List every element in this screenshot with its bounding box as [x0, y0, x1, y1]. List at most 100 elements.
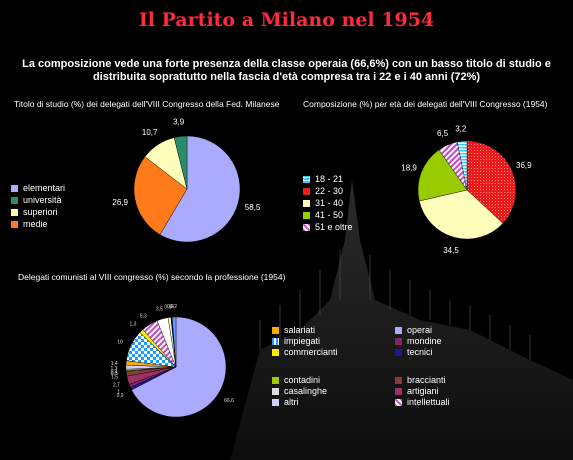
- slice-label-misc3: 0,4: [167, 304, 174, 310]
- slice-label-operai: 66,6: [224, 398, 234, 404]
- slice-label-impiegati: 10: [117, 339, 123, 345]
- slice-label-contadini: 0,3: [111, 371, 118, 377]
- legend-item-intellettuali: intellettuali: [395, 397, 450, 407]
- legend-label: medie: [23, 219, 48, 229]
- slice-label-31-40: 34,5: [443, 246, 459, 255]
- legend-swatch: [303, 175, 310, 183]
- legend-label: 18 - 21: [315, 174, 344, 184]
- legend-swatch: [395, 398, 402, 406]
- legend-label: 22 - 30: [315, 186, 344, 196]
- legend-label: università: [23, 195, 62, 205]
- legend-label: contadini: [284, 375, 321, 385]
- legend-swatch: [395, 337, 402, 345]
- legend-swatch: [272, 326, 279, 334]
- legend-label: 41 - 50: [315, 210, 344, 220]
- pie-slice-31-40: [419, 189, 504, 240]
- legend-label: intellettuali: [407, 397, 450, 407]
- legend-item-41-50: 41 - 50: [303, 210, 343, 220]
- legend-item-artigiani: artigiani: [395, 386, 439, 396]
- legend-swatch: [272, 387, 279, 395]
- slice-label-commercianti: 1,3: [130, 321, 137, 327]
- pie-slice-operai: [131, 316, 227, 418]
- legend-swatch: [303, 187, 310, 195]
- slice-label-salariati: 1,4: [111, 361, 118, 367]
- legend-swatch: [272, 348, 279, 356]
- legend-item-31-40: 31 - 40: [303, 198, 343, 208]
- slice-label-altri: 1,3: [111, 366, 118, 372]
- legend-label: artigiani: [407, 386, 439, 396]
- pie-slice-universit: [173, 135, 188, 190]
- pie-slice-41-50: [417, 149, 468, 202]
- legend-item-superiori: superiori: [11, 207, 58, 217]
- pie-slice-misc4: [171, 316, 177, 368]
- legend-swatch: [11, 208, 18, 216]
- slice-label-superiori: 10,7: [142, 128, 158, 137]
- legend-label: impiegati: [284, 336, 321, 346]
- legend-swatch: [272, 376, 279, 384]
- legend-label: salariati: [284, 325, 316, 335]
- legend-item-mondine: mondine: [395, 336, 442, 346]
- legend-item-salariati: salariati: [272, 325, 315, 335]
- pie-slice-22-30: [466, 140, 517, 224]
- slice-label-medie: 26,9: [112, 198, 128, 207]
- legend-label: tecnici: [407, 347, 433, 357]
- legend-item-51-e-oltre: 51 e oltre: [303, 222, 353, 232]
- slice-label-artigiani: 2,7: [113, 383, 120, 389]
- slice-label-misc2: 0,9: [164, 305, 171, 311]
- slice-label-18-21: 3,2: [455, 124, 467, 133]
- legend-item-commercianti: commercianti: [272, 347, 338, 357]
- legend-swatch: [303, 199, 310, 207]
- legend-label: braccianti: [407, 375, 446, 385]
- legend-item-elementari: elementari: [11, 183, 65, 193]
- legend-item-18-21: 18 - 21: [303, 174, 343, 184]
- legend-label: operai: [407, 325, 433, 335]
- pie-slice-elementari: [159, 135, 241, 243]
- legend-item-universit: università: [11, 195, 62, 205]
- legend-item-braccianti: braccianti: [395, 375, 446, 385]
- slice-label-51-e-oltre: 6,5: [437, 129, 449, 138]
- legend-swatch: [11, 184, 18, 192]
- chart-profession-title: Delegati comunisti al VIII congresso (%)…: [18, 272, 286, 282]
- slice-label-mondine: 1: [117, 390, 120, 396]
- legend-swatch: [11, 196, 18, 204]
- summary-text: La composizione vede una forte presenza …: [22, 58, 551, 83]
- legend-swatch: [303, 223, 310, 231]
- legend-item-tecnici: tecnici: [395, 347, 433, 357]
- legend-item-operai: operai: [395, 325, 432, 335]
- chart-age-title: Composizione (%) per età dei delegati de…: [303, 99, 548, 109]
- slice-label-braccianti: 1,5: [111, 375, 118, 381]
- legend-label: superiori: [23, 207, 58, 217]
- legend-label: casalinghe: [284, 386, 328, 396]
- page-title: Il Partito a Milano nel 1954: [138, 9, 435, 31]
- slice-label-41-50: 18,9: [401, 164, 417, 173]
- legend-label: 31 - 40: [315, 198, 344, 208]
- chart-education-title: Titolo di studio (%) dei delegati dell'V…: [14, 99, 280, 109]
- legend-item-altri: altri: [272, 397, 299, 407]
- slice-label-universit: 3,9: [173, 118, 185, 127]
- legend-item-contadini: contadini: [272, 375, 320, 385]
- legend-swatch: [395, 348, 402, 356]
- slice-label-tecnici: 0,9: [117, 393, 124, 399]
- legend-item-medie: medie: [11, 219, 48, 229]
- legend-swatch: [395, 376, 402, 384]
- slice-label-misc4: 1,2: [170, 304, 177, 310]
- legend-swatch: [395, 326, 402, 334]
- slice-label-intellettuali: 5,3: [140, 313, 147, 319]
- legend-swatch: [272, 398, 279, 406]
- slice-label-misc1: 3,5: [156, 306, 163, 312]
- legend-item-casalinghe: casalinghe: [272, 386, 327, 396]
- slice-label-22-30: 36,9: [516, 161, 532, 170]
- legend-swatch: [272, 337, 279, 345]
- legend-label: 51 e oltre: [315, 222, 353, 232]
- pie-slice-medie: [133, 156, 188, 235]
- slice-label-elementari: 58,5: [245, 203, 261, 212]
- legend-item-22-30: 22 - 30: [303, 186, 343, 196]
- slice-label-casalinghe: 0,4: [111, 370, 118, 376]
- legend-item-impiegati: impiegati: [272, 336, 320, 346]
- legend-label: commercianti: [284, 347, 338, 357]
- legend-label: elementari: [23, 183, 66, 193]
- pie-slice-18-21: [456, 140, 468, 191]
- legend-swatch: [395, 387, 402, 395]
